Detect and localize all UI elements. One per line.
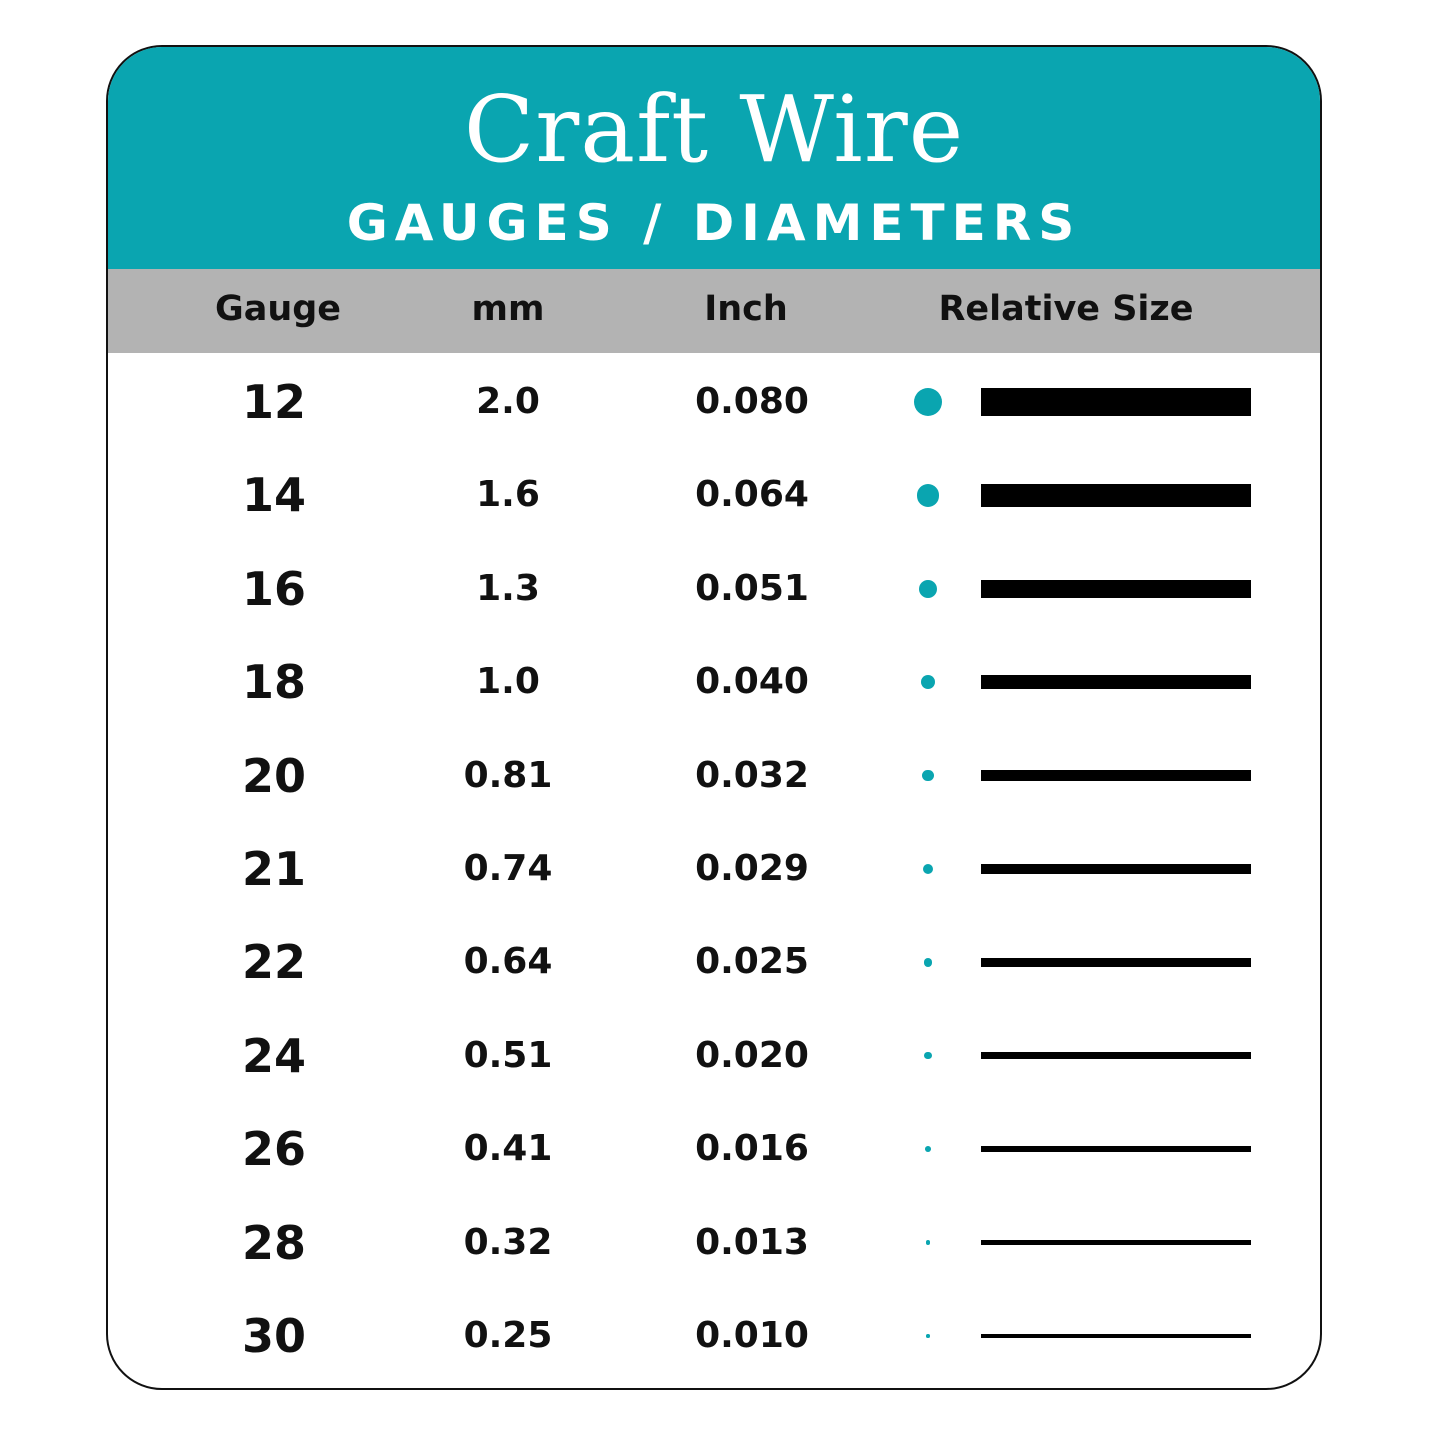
column-header-relative-size: Relative Size — [938, 289, 1194, 329]
cell-inch: 0.032 — [695, 754, 809, 796]
table-row: 18 1.0 0.040 — [108, 652, 1320, 712]
wire-thickness-bar — [981, 388, 1251, 416]
wire-thickness-bar — [981, 579, 1251, 598]
cell-inch: 0.051 — [695, 567, 809, 609]
cell-inch: 0.080 — [695, 381, 809, 422]
cell-gauge: 20 — [241, 748, 307, 803]
cell-mm: 0.41 — [463, 1128, 553, 1170]
cell-gauge: 30 — [241, 1309, 307, 1363]
wire-thickness-bar — [981, 863, 1251, 875]
column-header-inch: Inch — [704, 289, 788, 329]
cell-mm: 0.25 — [463, 1315, 553, 1356]
wire-cross-section-dot — [924, 1052, 932, 1060]
wire-cross-section-dot — [914, 388, 942, 416]
table-row: 12 2.0 0.080 — [108, 372, 1320, 432]
wire-cross-section-dot — [923, 957, 933, 967]
cell-gauge: 16 — [241, 561, 307, 616]
table-row: 21 0.74 0.029 — [108, 839, 1320, 899]
table-row: 28 0.32 0.013 — [108, 1213, 1320, 1273]
wire-thickness-bar — [981, 1052, 1251, 1060]
table-row: 30 0.25 0.010 — [108, 1306, 1320, 1366]
wire-cross-section-dot — [922, 769, 934, 782]
cell-gauge: 18 — [241, 655, 307, 710]
cell-mm: 0.32 — [463, 1221, 553, 1263]
cell-gauge: 22 — [241, 935, 307, 990]
cell-mm: 1.0 — [476, 661, 540, 703]
cell-inch: 0.064 — [695, 474, 809, 516]
cell-mm: 2.0 — [476, 381, 540, 422]
cell-gauge: 21 — [241, 842, 307, 896]
cell-mm: 0.51 — [463, 1034, 553, 1076]
cell-inch: 0.020 — [695, 1034, 809, 1076]
cell-gauge: 26 — [241, 1122, 307, 1177]
cell-gauge: 12 — [241, 375, 307, 429]
column-header-row: Gauge mm Inch Relative Size — [108, 269, 1320, 353]
cell-inch: 0.025 — [695, 941, 809, 983]
wire-cross-section-dot — [926, 1334, 930, 1338]
cell-inch: 0.010 — [695, 1315, 809, 1356]
wire-cross-section-dot — [922, 863, 934, 875]
table-row: 16 1.3 0.051 — [108, 559, 1320, 619]
cell-inch: 0.029 — [695, 848, 809, 889]
cell-gauge: 14 — [241, 468, 307, 523]
cell-mm: 1.3 — [476, 567, 540, 609]
cell-inch: 0.013 — [695, 1221, 809, 1263]
wire-gauge-card: Craft Wire GAUGES / DIAMETERS Gauge mm I… — [106, 45, 1322, 1390]
header-banner: Craft Wire GAUGES / DIAMETERS — [108, 47, 1320, 269]
page-title: Craft Wire — [463, 76, 965, 183]
cell-mm: 0.74 — [463, 848, 553, 889]
wire-thickness-bar — [981, 1146, 1251, 1153]
page-subtitle: GAUGES / DIAMETERS — [346, 194, 1082, 252]
column-header-gauge: Gauge — [214, 289, 342, 329]
cell-gauge: 24 — [241, 1028, 307, 1083]
wire-thickness-bar — [981, 1240, 1251, 1245]
cell-mm: 0.64 — [463, 941, 553, 983]
wire-cross-section-dot — [916, 484, 940, 507]
wire-cross-section-dot — [918, 579, 938, 598]
table-row: 26 0.41 0.016 — [108, 1119, 1320, 1179]
column-header-mm: mm — [471, 289, 545, 329]
wire-thickness-bar — [981, 484, 1251, 507]
wire-cross-section-dot — [925, 1146, 931, 1153]
cell-inch: 0.016 — [695, 1128, 809, 1170]
table-row: 24 0.51 0.020 — [108, 1026, 1320, 1086]
wire-thickness-bar — [981, 769, 1251, 782]
wire-thickness-bar — [981, 675, 1251, 690]
wire-thickness-bar — [981, 957, 1251, 967]
wire-thickness-bar — [981, 1334, 1251, 1338]
cell-gauge: 28 — [241, 1215, 307, 1270]
table-row: 20 0.81 0.032 — [108, 746, 1320, 806]
table-row: 14 1.6 0.064 — [108, 465, 1320, 525]
cell-mm: 1.6 — [476, 474, 540, 516]
cell-mm: 0.81 — [463, 754, 553, 796]
wire-cross-section-dot — [925, 1240, 931, 1245]
wire-cross-section-dot — [921, 675, 935, 690]
cell-inch: 0.040 — [695, 661, 809, 703]
table-row: 22 0.64 0.025 — [108, 932, 1320, 992]
